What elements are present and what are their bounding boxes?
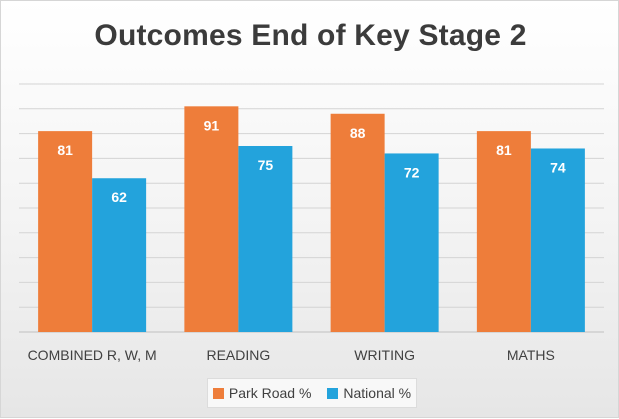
legend-swatch-park-road: [212, 387, 224, 399]
legend-entry-national: National %: [327, 385, 411, 401]
bar-writing-national: [384, 153, 439, 332]
legend-entry-park-road: Park Road %: [212, 385, 312, 401]
bar-maths-park-road: [476, 131, 531, 332]
bar-combined-r-w-m-park-road: [38, 131, 93, 332]
legend-swatch-national: [327, 387, 339, 399]
data-label: 81: [496, 142, 512, 158]
bar-writing-park-road: [330, 113, 385, 332]
bar-combined-r-w-m-national: [92, 178, 147, 332]
category-label: READING: [206, 347, 270, 363]
data-label: 74: [550, 159, 566, 175]
bar-maths-national: [530, 148, 585, 332]
bar-reading-park-road: [184, 106, 239, 332]
data-label: 91: [204, 117, 220, 133]
bar-reading-national: [238, 146, 293, 332]
data-label: 72: [404, 164, 420, 180]
data-label: 88: [350, 125, 366, 141]
category-label: WRITING: [354, 347, 415, 363]
data-label: 81: [57, 142, 73, 158]
bars: [38, 106, 585, 332]
data-label: 75: [258, 157, 274, 173]
legend-label-national: National %: [343, 385, 412, 401]
category-label: COMBINED R, W, M: [28, 347, 157, 363]
data-label: 62: [111, 189, 127, 205]
chart-title: Outcomes End of Key Stage 2: [94, 19, 527, 52]
category-labels: COMBINED R, W, M READING WRITING MATHS: [28, 347, 555, 363]
chart-legend: Park Road % National %: [207, 378, 417, 408]
category-label: MATHS: [507, 347, 555, 363]
data-labels: 81 62 91 75 88 72 81 74: [57, 117, 566, 205]
legend-label-park-road: Park Road %: [228, 385, 312, 401]
